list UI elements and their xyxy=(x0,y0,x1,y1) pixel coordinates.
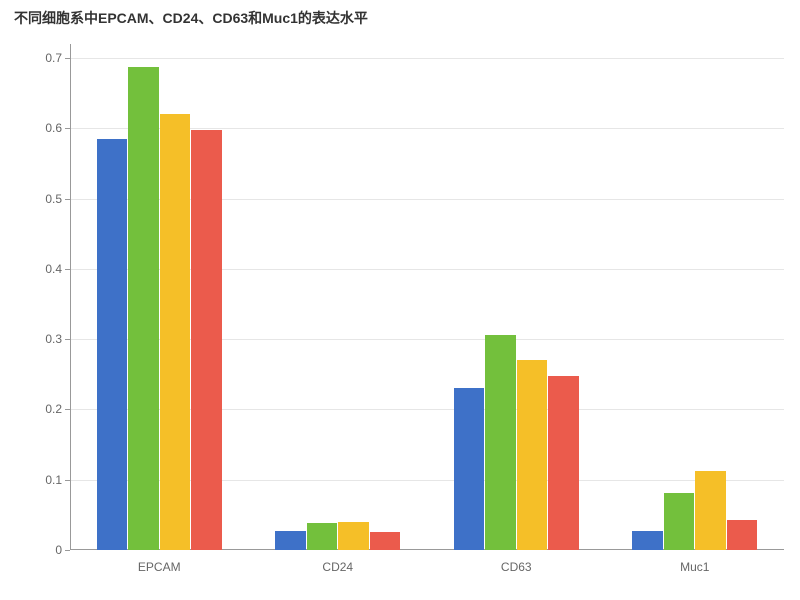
x-tick-label: CD63 xyxy=(501,560,532,574)
bar xyxy=(97,139,127,550)
x-tick-label: EPCAM xyxy=(138,560,181,574)
chart-area: 00.10.20.30.40.50.60.7EPCAMCD24CD63Muc1 xyxy=(70,44,784,550)
chart-title: 不同细胞系中EPCAM、CD24、CD63和Muc1的表达水平 xyxy=(14,8,368,28)
bar xyxy=(160,114,190,550)
y-tick-label: 0.6 xyxy=(45,121,62,135)
bar xyxy=(517,360,547,550)
bar xyxy=(454,388,484,550)
bar xyxy=(307,523,337,550)
y-tick-label: 0.3 xyxy=(45,332,62,346)
bar xyxy=(727,520,757,550)
bar xyxy=(485,335,515,550)
x-tick-label: Muc1 xyxy=(680,560,709,574)
bar xyxy=(191,130,221,550)
bar xyxy=(664,493,694,550)
x-tick-label: CD24 xyxy=(322,560,353,574)
y-axis xyxy=(70,44,71,550)
bar xyxy=(338,522,368,550)
y-tick-label: 0 xyxy=(55,543,62,557)
y-tick-label: 0.2 xyxy=(45,402,62,416)
y-tick-label: 0.4 xyxy=(45,262,62,276)
bar xyxy=(370,532,400,550)
bar xyxy=(548,376,578,550)
y-tick-label: 0.5 xyxy=(45,192,62,206)
bar xyxy=(695,471,725,550)
y-tick-label: 0.1 xyxy=(45,473,62,487)
plot-region: 00.10.20.30.40.50.60.7EPCAMCD24CD63Muc1 xyxy=(70,44,784,550)
y-tick-label: 0.7 xyxy=(45,51,62,65)
y-tick-mark xyxy=(65,550,70,551)
bar xyxy=(128,67,158,550)
bar xyxy=(632,531,662,550)
grid-line xyxy=(70,58,784,59)
bar xyxy=(275,531,305,550)
